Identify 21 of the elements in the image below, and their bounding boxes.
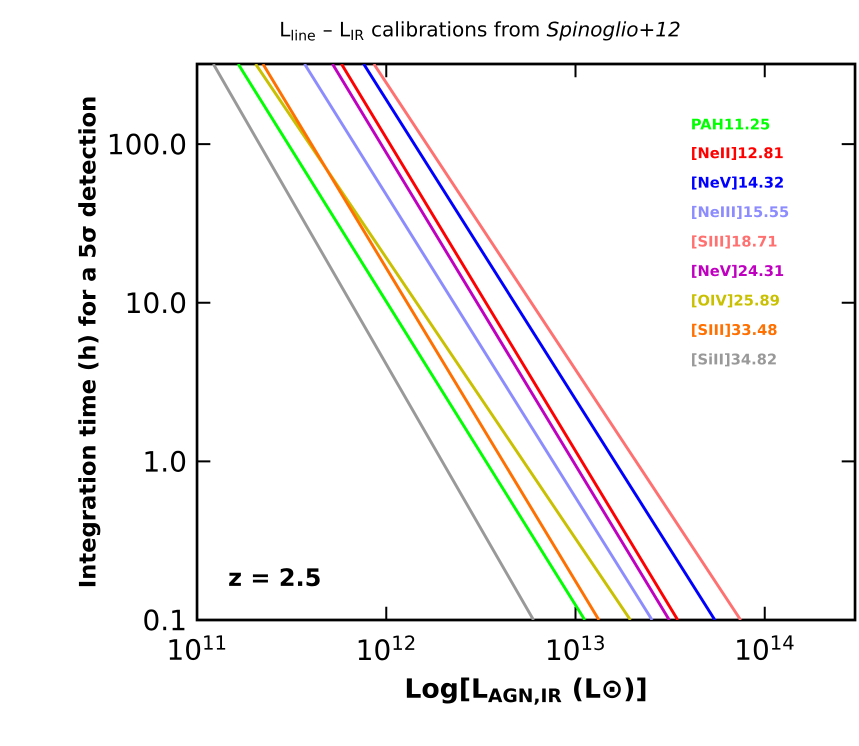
x-tick-label: 10$^{11}$ — [169, 635, 226, 660]
text: [OIV]25.89 — [692, 294, 779, 308]
text: [SiII]34.82 — [692, 353, 776, 366]
text: [NeII]12.81 — [692, 146, 783, 160]
y-tick-label: 1.0 — [146, 450, 186, 472]
text: [SIII]18.71 — [692, 235, 777, 248]
text: [NeV]14.32 — [692, 176, 783, 190]
y-tick-label: 100.0 — [110, 134, 186, 155]
x-tick-label: 10$^{12}$ — [358, 635, 414, 660]
y-tick-label: 10.0 — [128, 292, 186, 314]
chart-title: L$_{line}$ – L$_{IR}$ calibrations from Spinoglio+12 — [281, 21, 680, 41]
text: [SIII]33.48 — [692, 324, 777, 337]
y-tick-label: 0.1 — [144, 609, 184, 631]
y-axis-title: Integration time (h) for a 5σ detection — [78, 98, 100, 586]
annotation: z = 2.5 — [229, 568, 320, 586]
text: [NeIII]15.55 — [692, 206, 788, 219]
x-axis-title: Log[L$_{AGN,IR}$ (L⊙)] — [406, 678, 646, 705]
x-tick-label: 10$^{14}$ — [737, 635, 794, 660]
text: [NeV]24.31 — [692, 264, 784, 278]
x-tick-label: 10$^{13}$ — [548, 635, 604, 660]
text: PAH11.25 — [692, 118, 770, 130]
